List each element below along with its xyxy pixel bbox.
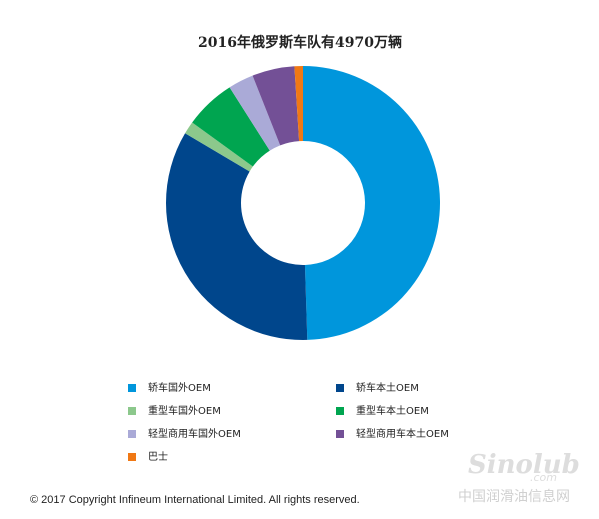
legend-swatch — [128, 407, 136, 415]
legend-label: 重型车本土OEM — [356, 404, 429, 417]
donut-segment — [252, 66, 300, 146]
legend-swatch — [336, 430, 344, 438]
watermark-logo: Sinolub — [468, 450, 580, 480]
watermark-domain: .com — [530, 471, 557, 484]
watermark-site: 中国润滑油信息网 — [458, 488, 570, 505]
legend-label: 巴士 — [148, 450, 168, 463]
legend-label: 重型车国外OEM — [148, 404, 221, 417]
legend-swatch — [336, 407, 344, 415]
donut-segment — [192, 87, 270, 167]
legend-label: 轿车国外OEM — [148, 381, 211, 394]
legend-label: 轿车本土OEM — [356, 381, 419, 394]
donut-segment — [185, 122, 253, 172]
legend-label: 轻型商用车本土OEM — [356, 427, 449, 440]
legend-swatch — [128, 453, 136, 461]
donut-segment — [294, 66, 303, 142]
legend-swatch — [128, 430, 136, 438]
donut-segment — [303, 66, 441, 340]
legend-swatch — [336, 384, 344, 392]
donut-segment — [166, 133, 308, 340]
chart-title: 2016年俄罗斯车队有4970万辆 — [198, 34, 402, 51]
footer: © 2017 Copyright Infineum International … — [30, 494, 360, 506]
legend-swatch — [128, 384, 136, 392]
donut-segment — [229, 75, 281, 151]
legend-label: 轻型商用车国外OEM — [148, 427, 241, 440]
